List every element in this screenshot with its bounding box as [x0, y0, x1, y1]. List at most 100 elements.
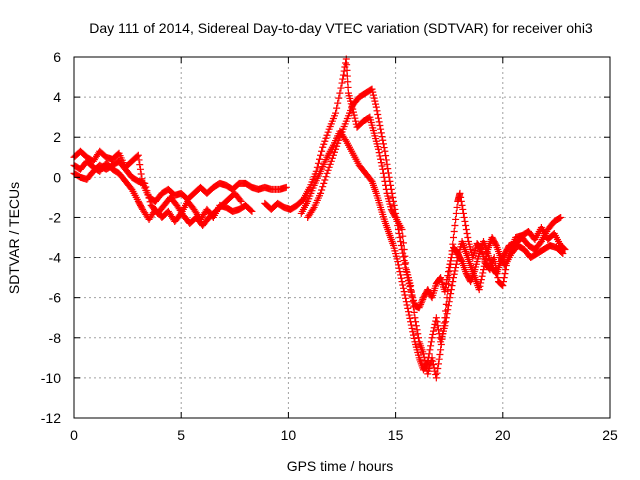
data-point	[409, 331, 417, 339]
data-point	[448, 250, 456, 258]
chart-title: Day 111 of 2014, Sidereal Day-to-day VTE…	[89, 20, 593, 36]
data-point	[322, 134, 330, 142]
data-point	[371, 97, 379, 105]
data-point	[328, 154, 336, 162]
x-tick-label: 20	[495, 427, 511, 443]
data-point	[477, 276, 485, 284]
data-point	[375, 118, 383, 126]
data-point	[417, 300, 425, 308]
data-point	[144, 190, 152, 198]
data-point	[429, 357, 437, 365]
y-tick-label: -6	[49, 290, 62, 306]
data-point	[459, 205, 467, 213]
data-point	[432, 374, 440, 382]
data-point	[325, 163, 333, 171]
data-point	[446, 260, 454, 268]
data-point	[405, 280, 413, 288]
data-point	[342, 59, 350, 67]
data-point	[320, 140, 328, 148]
data-point	[379, 165, 387, 173]
data-point	[394, 221, 402, 229]
data-point	[374, 110, 382, 118]
data-point	[136, 165, 144, 173]
data-point	[452, 215, 460, 223]
data-point	[394, 261, 402, 269]
data-point	[405, 311, 413, 319]
data-point	[248, 207, 256, 215]
data-point	[442, 284, 450, 292]
data-point	[444, 306, 452, 314]
data-point	[434, 322, 442, 330]
data-point	[413, 326, 421, 334]
data-point	[483, 249, 491, 257]
data-point	[429, 330, 437, 338]
data-point	[423, 359, 431, 367]
data-point	[447, 257, 455, 265]
data-point	[448, 282, 456, 290]
data-point	[142, 183, 150, 191]
data-point	[436, 350, 444, 358]
data-point	[420, 353, 428, 361]
data-point	[399, 249, 407, 257]
data-point	[402, 298, 410, 306]
data-point	[461, 217, 469, 225]
data-point	[321, 176, 329, 184]
data-point	[416, 302, 424, 310]
data-point	[410, 334, 418, 342]
data-point	[404, 274, 412, 282]
data-point	[414, 330, 422, 338]
x-tick-label: 5	[177, 427, 185, 443]
data-point	[320, 179, 328, 187]
data-point	[560, 245, 568, 253]
data-point	[482, 252, 490, 260]
data-point	[376, 122, 384, 130]
data-point	[378, 133, 386, 141]
data-point	[450, 227, 458, 235]
data-point	[456, 189, 464, 197]
data-point	[477, 279, 485, 287]
data-point	[452, 209, 460, 217]
data-point	[397, 238, 405, 246]
data-point	[313, 163, 321, 171]
y-tick-label: 2	[53, 129, 61, 145]
tick-labels: 0 5 10 15 20 25 -12 -10 -8 -6 -4 -2 0 2 4 6	[41, 49, 618, 443]
data-point	[379, 140, 387, 148]
data-point	[500, 274, 508, 282]
data-point	[387, 185, 395, 193]
data-point	[441, 322, 449, 330]
data-point	[444, 302, 452, 310]
data-point	[432, 317, 440, 325]
data-point	[492, 240, 500, 248]
data-point	[406, 314, 414, 322]
data-point	[430, 364, 438, 372]
data-point	[397, 271, 405, 279]
data-point	[434, 360, 442, 368]
data-point	[436, 275, 444, 283]
data-point	[386, 177, 394, 185]
data-point	[427, 338, 435, 346]
data-point	[339, 71, 347, 79]
data-point	[400, 257, 408, 265]
data-point	[462, 225, 470, 233]
data-point	[433, 318, 441, 326]
data-point	[558, 249, 566, 257]
data-point	[500, 278, 508, 286]
data-point	[407, 318, 415, 326]
plot-frame	[73, 56, 611, 419]
data-point	[375, 149, 383, 157]
data-point	[330, 148, 338, 156]
data-point	[494, 274, 502, 282]
data-point	[133, 152, 141, 160]
data-point	[464, 234, 472, 241]
data-point	[451, 267, 459, 275]
data-point	[322, 173, 330, 181]
data-point	[453, 203, 461, 211]
data-point	[561, 246, 569, 254]
data-point	[352, 117, 360, 125]
data-point	[339, 75, 347, 83]
data-point	[475, 286, 483, 294]
data-point	[478, 272, 486, 280]
data-point	[559, 250, 567, 258]
data-point	[317, 151, 325, 159]
